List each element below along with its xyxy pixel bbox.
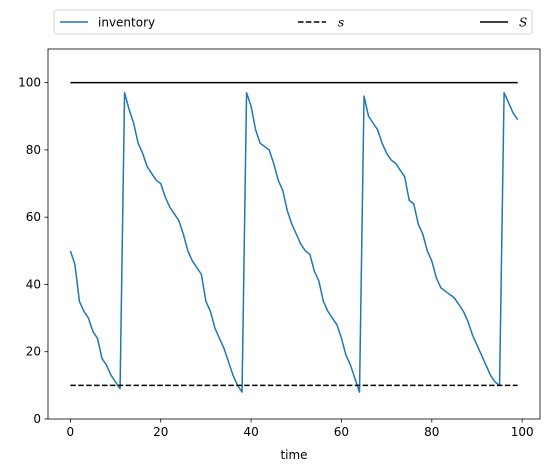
x-tick-label: 100 — [511, 425, 534, 439]
series-line-inventory — [69, 91, 519, 393]
x-tick-label: 80 — [424, 425, 439, 439]
legend-label: s — [338, 16, 344, 30]
plot-frame — [47, 48, 541, 420]
legend-box — [53, 9, 533, 35]
axes: 0 20 40 60 80 100 0 20 40 60 80 100 — [18, 48, 541, 439]
legend: inventory s S — [53, 9, 533, 35]
legend-label: inventory — [98, 16, 155, 30]
y-tick-label: 20 — [26, 345, 41, 359]
y-tick-label: 100 — [18, 76, 41, 90]
plot-area — [69, 81, 519, 393]
y-tick-label: 0 — [33, 412, 41, 426]
y-tick-label: 60 — [26, 210, 41, 224]
x-axis-label: time — [280, 448, 307, 462]
x-tick-label: 40 — [243, 425, 258, 439]
y-tick-label: 80 — [26, 143, 41, 157]
x-tick-label: 0 — [67, 425, 75, 439]
legend-label: S — [519, 16, 527, 30]
x-tick-label: 20 — [153, 425, 168, 439]
x-tick-label: 60 — [334, 425, 349, 439]
y-tick-label: 40 — [26, 277, 41, 291]
